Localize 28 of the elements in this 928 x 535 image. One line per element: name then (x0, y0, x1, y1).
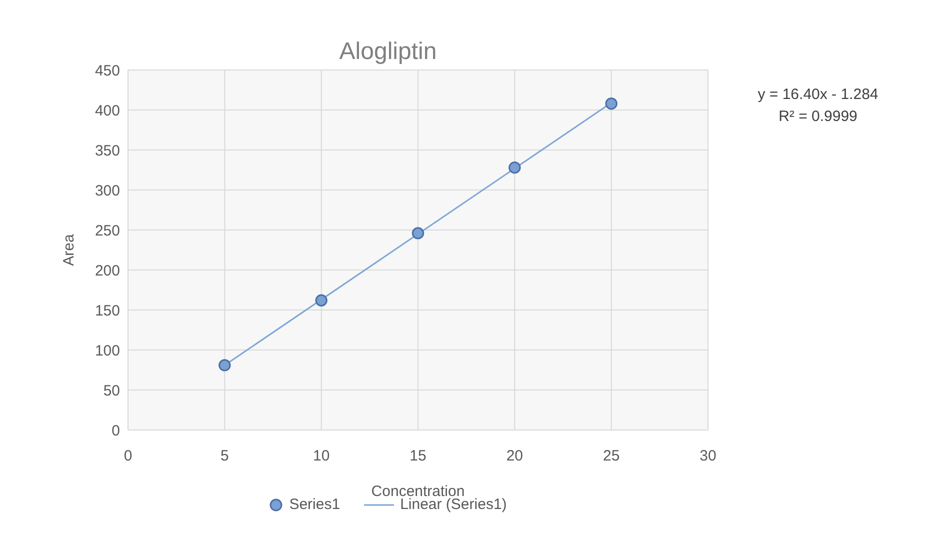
point (218, 359, 231, 372)
y-tick-label: 400 (94, 102, 120, 120)
y-tick-label: 350 (94, 142, 120, 160)
x-tick-label: 25 (602, 448, 620, 465)
y-tick-label: 200 (94, 262, 120, 280)
x-tick-label: 15 (410, 448, 426, 465)
chart-title: Alogliptin (339, 38, 437, 65)
y-tick-label: 50 (103, 382, 120, 400)
point (412, 227, 424, 240)
point (605, 98, 618, 110)
y-tick-label: 100 (94, 342, 120, 360)
legend-label: Linear (Series1) (400, 496, 507, 513)
x-tick-label: 30 (700, 448, 716, 465)
x-tick-label: 0 (124, 448, 132, 465)
y-tick-label: 150 (94, 302, 120, 320)
y-axis-title: Area (60, 234, 78, 266)
legend-label: Series1 (289, 496, 340, 513)
x-tick-label: 20 (506, 448, 524, 465)
text: R² = 0.9999 (778, 107, 858, 127)
x-tick-label: 5 (220, 448, 229, 465)
x-tick-label: 10 (312, 448, 330, 465)
text: y = 16.40x - 1.284 (756, 85, 880, 105)
point (508, 162, 521, 174)
y-tick-label: 300 (94, 182, 120, 200)
y-tick-label: 250 (94, 222, 120, 240)
y-tick-label: 0 (112, 422, 120, 440)
y-tick-label: 450 (94, 62, 120, 80)
point (315, 294, 328, 306)
